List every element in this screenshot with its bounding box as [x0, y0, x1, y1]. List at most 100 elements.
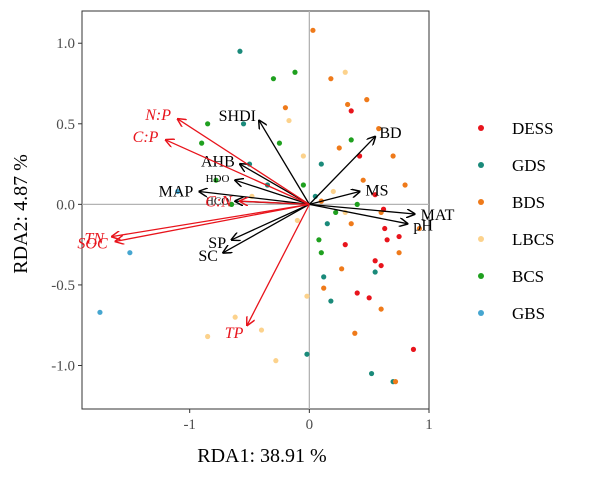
point-bds: [364, 97, 370, 103]
x-tick-label: 0: [306, 417, 314, 433]
point-bds: [339, 266, 345, 272]
point-bds: [345, 101, 351, 108]
vector-cn-arrow: [240, 201, 310, 204]
point-bcs: [300, 182, 306, 188]
x-axis-title: RDA1: 38.91 %: [197, 445, 326, 467]
point-bds: [402, 182, 408, 188]
y-tick-label: 0.0: [56, 197, 75, 213]
point-bcs: [333, 209, 339, 216]
legend-marker-gbs: [478, 310, 484, 316]
point-bcs: [354, 201, 360, 207]
legend-marker-gds: [478, 162, 484, 168]
vector-label: MAP: [159, 183, 194, 200]
point-gds: [324, 221, 330, 227]
vector-label: HCO: [206, 196, 229, 208]
vector-shdi-arrow: [259, 121, 310, 205]
point-lbcs: [342, 69, 348, 75]
vector-mat-arrow: [309, 203, 414, 214]
point-bds: [336, 145, 342, 151]
vector-label: SOC: [77, 236, 108, 253]
legend-marker-bds: [478, 199, 484, 205]
vector-label: N:P: [144, 107, 171, 124]
point-bds: [416, 225, 423, 232]
vector-tn-arrow: [112, 203, 310, 236]
vector-np-arrow: [178, 119, 310, 205]
point-bcs: [348, 137, 354, 143]
point-bds: [376, 126, 382, 132]
point-gds: [318, 161, 324, 167]
y-axis-ticks: -1.0 -0.5 0.0 0.5 1.0: [51, 36, 82, 374]
point-dess: [410, 346, 417, 352]
vector-map-arrow: [199, 191, 310, 206]
point-gds: [368, 370, 375, 377]
legend-label-gds: GDS: [512, 156, 546, 175]
point-lbcs: [304, 293, 310, 299]
vector-label: BD: [379, 125, 401, 142]
point-gds: [328, 298, 334, 304]
environment-vectors: SHDIAHBHDOMAPHCOSPSCBDMSMATpHN:PC:PC:NTN…: [77, 107, 454, 342]
x-axis-ticks: -1 0 1: [183, 409, 433, 433]
point-lbcs: [258, 327, 265, 333]
y-tick-label: -1.0: [51, 358, 75, 374]
vector-soc-arrow: [116, 203, 310, 241]
x-tick-label: -1: [183, 417, 196, 433]
legend-marker-bcs: [478, 273, 484, 279]
point-bds: [328, 76, 334, 82]
vector-label: SC: [198, 248, 218, 265]
point-bds: [392, 379, 399, 385]
point-bcs: [292, 69, 298, 75]
legend: DESS GDS BDS LBCS BCS GBS: [478, 119, 555, 323]
y-tick-label: -0.5: [51, 278, 75, 294]
vector-cp-arrow: [166, 140, 310, 205]
vector-sp-arrow: [232, 203, 310, 239]
y-tick-label: 0.5: [56, 117, 75, 133]
vector-bd-arrow: [308, 137, 375, 205]
vector-label: SHDI: [219, 108, 256, 125]
vector-hdo-arrow: [235, 180, 310, 205]
sample-points: [97, 27, 423, 385]
point-dess: [384, 237, 390, 243]
point-bds: [321, 285, 327, 291]
point-gds: [372, 269, 378, 275]
legend-label-dess: DESS: [512, 119, 554, 138]
point-dess: [396, 233, 402, 240]
point-lbcs: [294, 217, 300, 224]
legend-label-bcs: BCS: [512, 267, 544, 286]
point-bds: [360, 177, 366, 183]
y-tick-label: 1.0: [56, 36, 75, 52]
point-bcs: [270, 76, 277, 82]
point-gds: [321, 274, 327, 280]
point-dess: [366, 295, 372, 301]
vector-label: TP: [225, 325, 244, 342]
point-bds: [352, 330, 358, 336]
legend-marker-lbcs: [478, 236, 484, 242]
vector-label: MAT: [421, 207, 455, 224]
point-bds: [282, 105, 289, 111]
point-lbcs: [286, 117, 292, 124]
point-bcs: [316, 237, 322, 243]
point-gds: [240, 121, 247, 127]
point-bcs: [228, 201, 235, 207]
legend-label-bds: BDS: [512, 193, 545, 212]
point-bds: [348, 221, 354, 227]
vector-ms-arrow: [309, 191, 359, 205]
legend-label-gbs: GBS: [512, 304, 545, 323]
vector-label: C:P: [133, 129, 159, 146]
point-bcs: [199, 140, 205, 146]
point-lbcs: [300, 153, 306, 159]
point-bds: [378, 306, 384, 312]
vector-sc-arrow: [223, 203, 310, 252]
y-axis-title: RDA2: 4.87 %: [10, 154, 32, 273]
point-gbs: [127, 250, 133, 256]
point-bds: [396, 250, 402, 256]
x-tick-label: 1: [425, 417, 433, 433]
point-gbs: [175, 188, 181, 195]
legend-label-lbcs: LBCS: [512, 230, 555, 249]
point-bcs: [213, 177, 219, 183]
point-lbcs: [330, 188, 336, 195]
point-gbs: [97, 309, 103, 315]
point-gds: [237, 48, 243, 54]
point-dess: [342, 242, 348, 248]
vector-ahb-arrow: [240, 164, 310, 205]
